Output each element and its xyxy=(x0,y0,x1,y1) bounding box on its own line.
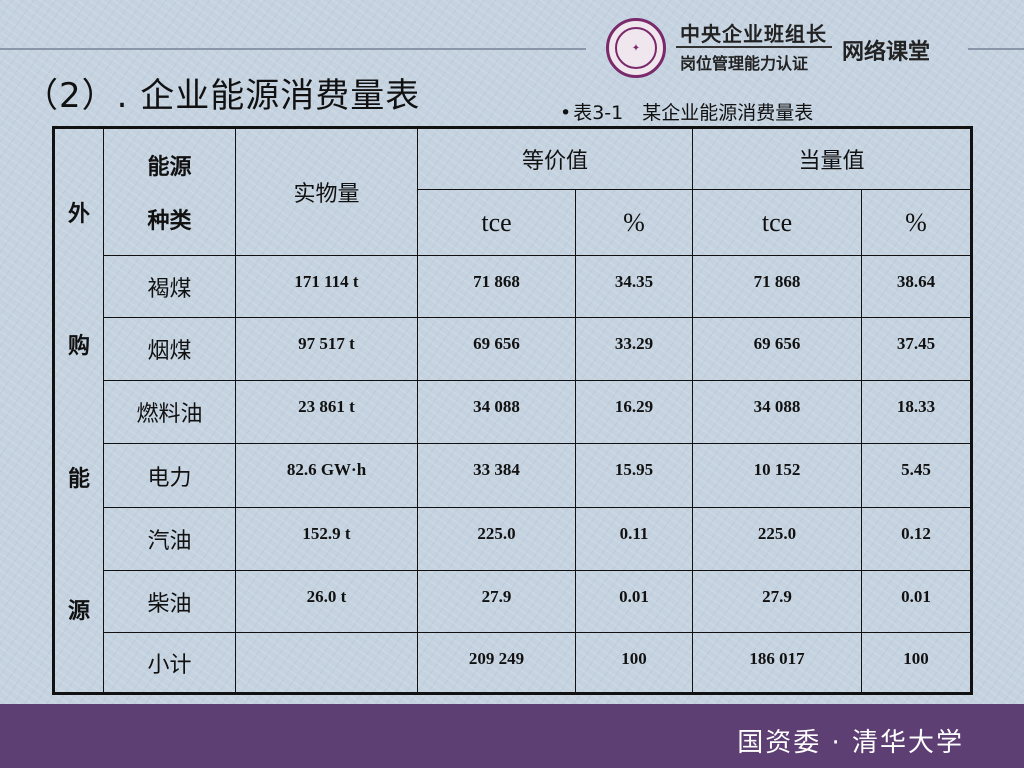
energy-type-cell: 褐煤 xyxy=(103,255,236,318)
equivalent-value-tce-cell: 69 656 xyxy=(417,317,576,381)
header-rule-left xyxy=(0,48,586,50)
header-equivalent-value: 等价值 xyxy=(417,127,693,190)
header-rule-right xyxy=(968,48,1024,50)
university-seal-logo: ✦ xyxy=(606,18,666,78)
header-energy-type-line2: 种类 xyxy=(147,209,192,234)
physical-quantity-cell: 26.0 t xyxy=(235,570,418,633)
physical-quantity-cell: 23 861 t xyxy=(235,380,418,444)
table-row-subtotal: 小计 209 249 100 186 017 100 xyxy=(54,632,972,694)
equivalent-heat-percent-cell: 18.33 xyxy=(861,380,972,444)
equivalent-heat-tce-cell: 34 088 xyxy=(692,380,862,444)
table-row: 褐煤 171 114 t 71 868 34.35 71 868 38.64 xyxy=(54,255,972,318)
org-title-divider xyxy=(676,46,832,48)
physical-quantity-cell: 97 517 t xyxy=(235,317,418,381)
side-label-char: 外 xyxy=(67,201,90,227)
equivalent-value-tce-cell: 71 868 xyxy=(417,255,576,318)
footer-bar: 国资委 · 清华大学 xyxy=(0,704,1024,768)
energy-type-cell: 烟煤 xyxy=(103,317,236,381)
caption-text: 表3-1 某企业能源消费量表 xyxy=(573,102,814,124)
equivalent-heat-percent-cell: 38.64 xyxy=(861,255,972,318)
seal-inner-ring: ✦ xyxy=(615,27,657,69)
equivalent-heat-percent-cell: 0.01 xyxy=(861,570,972,633)
equivalent-value-tce-cell: 34 088 xyxy=(417,380,576,444)
equivalent-value-tce-cell: 33 384 xyxy=(417,443,576,508)
org-title-line1: 中央企业班组长 xyxy=(680,22,827,46)
equivalent-value-percent-cell: 0.01 xyxy=(575,570,693,633)
energy-type-cell: 柴油 xyxy=(103,570,236,633)
footer-institutions: 国资委 · 清华大学 xyxy=(737,728,964,758)
equivalent-value-percent-cell: 15.95 xyxy=(575,443,693,508)
equivalent-value-tce-cell: 209 249 xyxy=(417,632,576,694)
equivalent-heat-percent-cell: 0.12 xyxy=(861,507,972,571)
physical-quantity-cell xyxy=(235,632,418,694)
equivalent-value-tce-cell: 225.0 xyxy=(417,507,576,571)
side-label-cell: 外 购 能 源 xyxy=(53,127,104,694)
header-energy-type: 能源 种类 xyxy=(103,127,236,256)
side-label-char: 购 xyxy=(67,334,90,360)
side-label-char: 源 xyxy=(67,599,90,625)
header-unit-tce: tce xyxy=(692,189,862,256)
bullet-icon: • xyxy=(560,102,572,124)
equivalent-heat-tce-cell: 69 656 xyxy=(692,317,862,381)
energy-type-cell: 电力 xyxy=(103,443,236,508)
table-row: 汽油 152.9 t 225.0 0.11 225.0 0.12 xyxy=(54,507,972,571)
equivalent-value-percent-cell: 100 xyxy=(575,632,693,694)
equivalent-heat-tce-cell: 27.9 xyxy=(692,570,862,633)
equivalent-heat-tce-cell: 186 017 xyxy=(692,632,862,694)
energy-type-cell: 小计 xyxy=(103,632,236,694)
equivalent-heat-tce-cell: 71 868 xyxy=(692,255,862,318)
header-unit-percent: % xyxy=(575,189,693,256)
equivalent-value-tce-cell: 27.9 xyxy=(417,570,576,633)
org-title-line2: 岗位管理能力认证 xyxy=(680,54,809,73)
equivalent-value-percent-cell: 34.35 xyxy=(575,255,693,318)
equivalent-heat-percent-cell: 100 xyxy=(861,632,972,694)
equivalent-heat-tce-cell: 225.0 xyxy=(692,507,862,571)
table-row: 燃料油 23 861 t 34 088 16.29 34 088 18.33 xyxy=(54,380,972,444)
header-unit-percent: % xyxy=(861,189,972,256)
equivalent-heat-percent-cell: 5.45 xyxy=(861,443,972,508)
physical-quantity-cell: 152.9 t xyxy=(235,507,418,571)
online-classroom-label: 网络课堂 xyxy=(842,39,931,65)
page-title: （2）. 企业能源消费量表 xyxy=(24,76,421,116)
table-row: 柴油 26.0 t 27.9 0.01 27.9 0.01 xyxy=(54,570,972,633)
equivalent-value-percent-cell: 33.29 xyxy=(575,317,693,381)
energy-type-cell: 汽油 xyxy=(103,507,236,571)
equivalent-heat-percent-cell: 37.45 xyxy=(861,317,972,381)
equivalent-value-percent-cell: 16.29 xyxy=(575,380,693,444)
side-label-char: 能 xyxy=(67,466,90,492)
physical-quantity-cell: 82.6 GW·h xyxy=(235,443,418,508)
header-unit-tce: tce xyxy=(417,189,576,256)
energy-type-cell: 燃料油 xyxy=(103,380,236,444)
header-energy-type-line1: 能源 xyxy=(147,155,192,180)
physical-quantity-cell: 171 114 t xyxy=(235,255,418,318)
header-equivalent-heat: 当量值 xyxy=(692,127,972,190)
header-physical-quantity: 实物量 xyxy=(235,127,418,256)
table-row: 烟煤 97 517 t 69 656 33.29 69 656 37.45 xyxy=(54,317,972,381)
equivalent-heat-tce-cell: 10 152 xyxy=(692,443,862,508)
table-caption: • 表3-1 某企业能源消费量表 xyxy=(560,98,813,125)
table-row: 电力 82.6 GW·h 33 384 15.95 10 152 5.45 xyxy=(54,443,972,508)
energy-consumption-table: 外 购 能 源 能源 种类 实物量 等价值 当量值 tce % tce % 褐煤… xyxy=(52,126,973,695)
equivalent-value-percent-cell: 0.11 xyxy=(575,507,693,571)
